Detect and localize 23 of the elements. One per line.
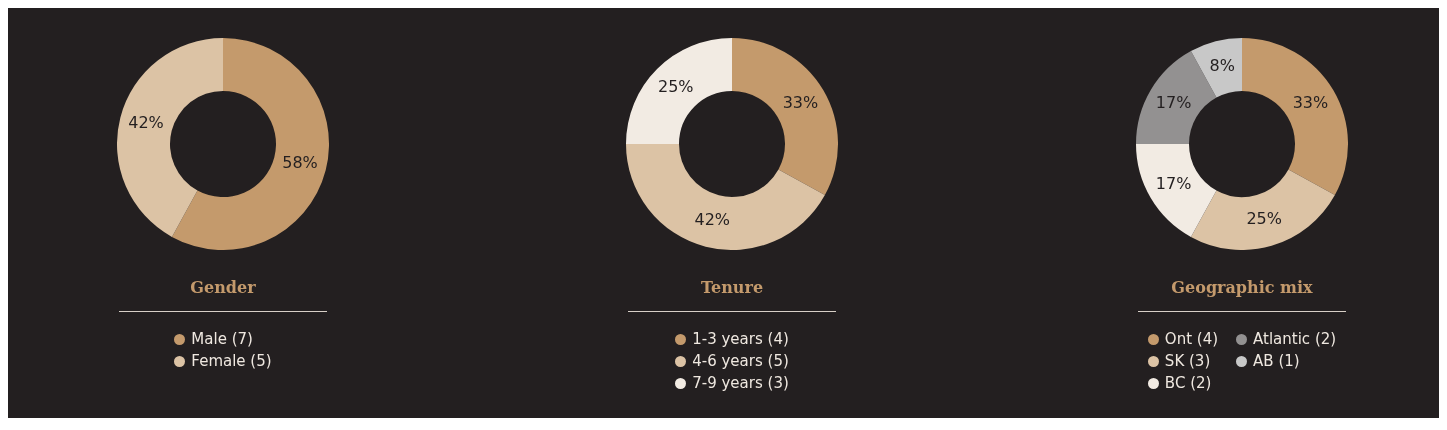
data-label: 8% [1209, 56, 1235, 76]
legend-label: AB (1) [1253, 352, 1300, 370]
text: Gender [190, 278, 256, 297]
data-label: 25% [658, 76, 694, 96]
legend-label: 7-9 years (3) [692, 374, 789, 392]
legend-label: Female (5) [191, 352, 272, 370]
data-label: 25% [1246, 209, 1282, 229]
text: Geographic mix [1171, 278, 1313, 297]
legend-label: 1-3 years (4) [692, 330, 789, 348]
data-label: 17% [1155, 92, 1192, 112]
legend-label: 4-6 years (5) [692, 352, 789, 370]
data-label: 17% [1155, 173, 1192, 193]
legend-label: Atlantic (2) [1253, 330, 1337, 348]
data-label: 33% [1292, 92, 1329, 112]
legend-label: SK (3) [1164, 352, 1211, 370]
text: Tenure [700, 278, 764, 297]
data-label: 42% [694, 210, 731, 230]
legend-label: Ont (4) [1164, 330, 1219, 348]
legend-label: Male (7) [191, 330, 253, 348]
legend-label: BC (2) [1164, 374, 1212, 392]
data-label: 58% [282, 152, 318, 172]
data-label: 42% [128, 113, 164, 133]
data-label: 33% [782, 92, 819, 112]
